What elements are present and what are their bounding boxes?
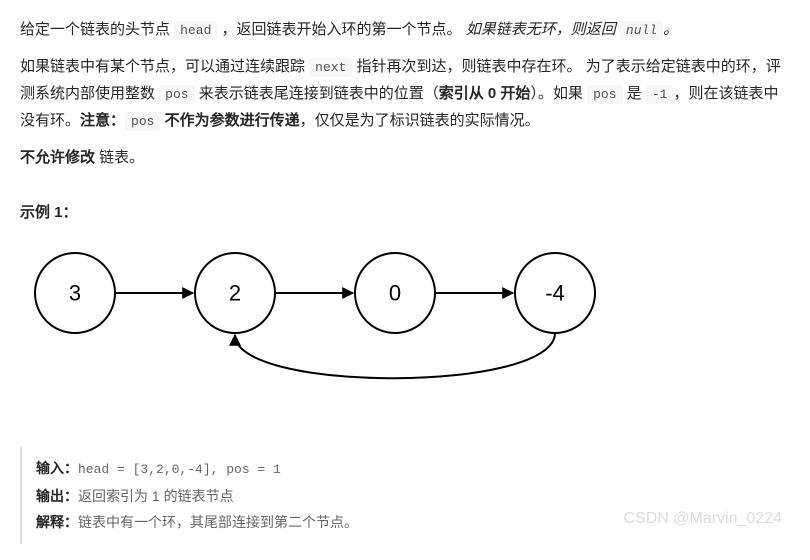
problem-para-3: 不允许修改 链表。 xyxy=(20,144,790,171)
input-label: 输入： xyxy=(36,460,78,476)
example-1-title: 示例 1： xyxy=(20,199,790,226)
linked-list-diagram: 3 2 0 -4 xyxy=(20,238,790,427)
text: 是 xyxy=(623,85,646,102)
output-label: 输出： xyxy=(36,488,78,504)
inline-code-pos3: pos xyxy=(125,112,160,131)
input-value: head = [3,2,0,-4], pos = 1 xyxy=(78,462,281,477)
text: ，仅仅是为了标识链表的实际情况。 xyxy=(300,112,540,129)
output-line: 输出：返回索引为 1 的链表节点 xyxy=(36,483,776,510)
bold-notparam: 不作为参数进行传递 xyxy=(160,112,299,129)
inline-code-next: next xyxy=(309,58,352,77)
output-value: 返回索引为 1 的链表节点 xyxy=(78,488,234,504)
text: ，返回链表开始入环的第一个节点。 xyxy=(217,21,465,38)
text: 给定一个链表的头节点 xyxy=(20,21,174,38)
bold-no-modify: 不允许修改 xyxy=(20,149,95,166)
diagram-svg: 3 2 0 -4 xyxy=(20,238,640,418)
explain-line: 解释：链表中有一个环，其尾部连接到第二个节点。 xyxy=(36,509,776,536)
problem-para-1: 给定一个链表的头节点 head ，返回链表开始入环的第一个节点。 如果链表无环，… xyxy=(20,16,790,43)
inline-code-null: null xyxy=(620,21,663,40)
text: 链表。 xyxy=(95,149,144,166)
text: 如果链表中有某个节点，可以通过连续跟踪 xyxy=(20,58,309,75)
edge-cycle xyxy=(235,333,555,378)
list-node-label: 3 xyxy=(69,281,81,306)
explain-label: 解释： xyxy=(36,514,78,530)
inline-code-pos: pos xyxy=(159,85,194,104)
list-node-label: 0 xyxy=(389,281,401,306)
list-node-label: -4 xyxy=(545,281,565,306)
input-line: 输入：head = [3,2,0,-4], pos = 1 xyxy=(36,455,776,483)
text: 来表示链表尾连接到链表中的位置（ xyxy=(195,85,439,102)
explain-value: 链表中有一个环，其尾部连接到第二个节点。 xyxy=(78,514,358,530)
italic-text: 如果链表无环，则返回 null。 xyxy=(466,21,678,38)
bold-index: 索引从 0 开始 xyxy=(439,85,531,102)
inline-code-head: head xyxy=(174,21,217,40)
example-io-block: 输入：head = [3,2,0,-4], pos = 1 输出：返回索引为 1… xyxy=(20,447,790,544)
inline-code-pos2: pos xyxy=(587,85,622,104)
problem-para-2: 如果链表中有某个节点，可以通过连续跟踪 next 指针再次到达，则链表中存在环。… xyxy=(20,53,790,134)
text: ）。如果 xyxy=(530,85,587,102)
list-node-label: 2 xyxy=(229,281,241,306)
bold-note: 注意： xyxy=(80,112,125,129)
inline-code-neg1: -1 xyxy=(646,85,674,104)
